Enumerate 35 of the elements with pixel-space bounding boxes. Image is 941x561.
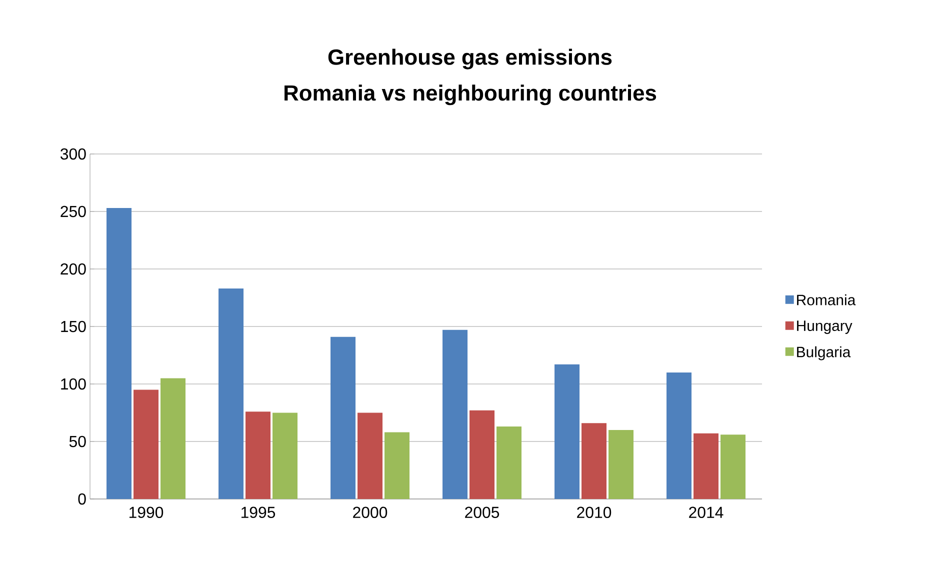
bar xyxy=(384,432,410,499)
x-tick-label: 2010 xyxy=(577,506,612,518)
y-tick-label: 50 xyxy=(69,436,86,448)
bar xyxy=(666,372,692,499)
bar xyxy=(134,390,159,499)
legend-label: Romania xyxy=(797,294,856,306)
bar xyxy=(582,423,607,499)
bar xyxy=(272,412,298,499)
y-tick-label: 200 xyxy=(60,263,86,275)
bar xyxy=(608,430,634,499)
x-tick-label: 2014 xyxy=(689,506,724,518)
bar xyxy=(218,288,244,499)
y-tick-label: 150 xyxy=(61,320,86,332)
bar xyxy=(496,426,522,499)
bar xyxy=(358,412,383,499)
y-tick-label: 300 xyxy=(60,148,86,160)
bar xyxy=(554,364,580,499)
x-tick-label: 1990 xyxy=(130,506,164,518)
y-tick-label: 100 xyxy=(61,378,86,390)
bar xyxy=(330,336,356,499)
bar xyxy=(106,208,132,499)
chart-title: Greenhouse gas emissions Romania vs neighbouring countries xyxy=(284,48,656,106)
x-tick-label: 2000 xyxy=(353,506,388,518)
bar xyxy=(694,433,719,499)
bar xyxy=(470,410,495,499)
x-tick-label: 1995 xyxy=(241,506,276,518)
bar xyxy=(442,330,468,499)
legend-label: Hungary xyxy=(797,320,852,334)
x-tick-label: 2005 xyxy=(465,506,500,518)
y-tick-label: 0 xyxy=(78,493,86,505)
bar xyxy=(720,434,746,499)
y-tick-label: 250 xyxy=(60,206,86,218)
legend-label: Bulgaria xyxy=(797,346,851,360)
bar xyxy=(160,378,186,499)
bar xyxy=(246,412,271,499)
